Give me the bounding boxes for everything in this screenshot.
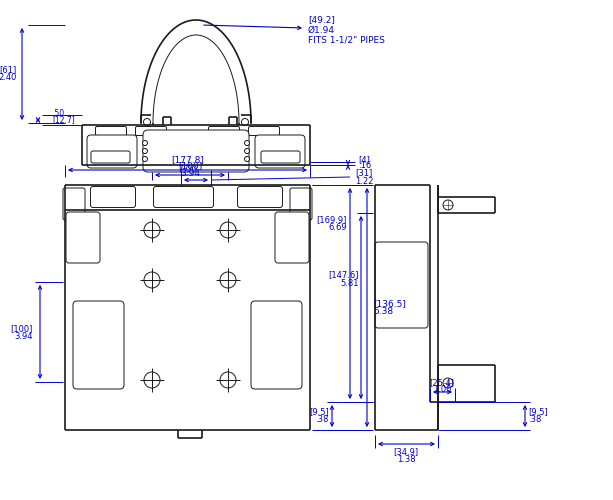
Text: [31]: [31]	[355, 168, 372, 177]
Text: [49.2]: [49.2]	[308, 16, 335, 24]
Text: 7.00: 7.00	[177, 164, 197, 173]
Circle shape	[142, 148, 148, 154]
Text: [147.6]: [147.6]	[329, 270, 359, 280]
FancyBboxPatch shape	[375, 242, 428, 328]
Circle shape	[143, 118, 151, 126]
FancyBboxPatch shape	[237, 186, 283, 208]
FancyBboxPatch shape	[290, 188, 312, 220]
Text: 3.94: 3.94	[180, 170, 200, 178]
Text: [9.5]: [9.5]	[309, 408, 329, 416]
Text: [136.5]: [136.5]	[373, 299, 406, 308]
Text: [4]: [4]	[358, 156, 370, 164]
Text: [12.7]: [12.7]	[52, 116, 75, 124]
Text: [100]: [100]	[10, 324, 33, 334]
Circle shape	[245, 140, 249, 145]
FancyBboxPatch shape	[248, 126, 280, 136]
Text: [34.9]: [34.9]	[394, 448, 419, 456]
Text: [169.9]: [169.9]	[317, 216, 347, 224]
Text: [61]: [61]	[0, 66, 17, 74]
FancyBboxPatch shape	[63, 188, 85, 220]
FancyBboxPatch shape	[255, 135, 305, 168]
Circle shape	[443, 200, 453, 210]
Text: 5.38: 5.38	[373, 307, 393, 316]
Circle shape	[220, 372, 236, 388]
Circle shape	[142, 156, 148, 162]
Text: [25.4]: [25.4]	[430, 378, 454, 388]
Text: .38: .38	[528, 416, 541, 424]
Circle shape	[220, 272, 236, 288]
Circle shape	[443, 378, 453, 388]
Circle shape	[220, 222, 236, 238]
Circle shape	[245, 148, 249, 154]
Text: .50: .50	[52, 110, 64, 118]
FancyBboxPatch shape	[87, 135, 137, 168]
Circle shape	[144, 272, 160, 288]
Circle shape	[144, 222, 160, 238]
FancyBboxPatch shape	[135, 126, 167, 136]
Circle shape	[144, 372, 160, 388]
FancyBboxPatch shape	[143, 130, 249, 172]
FancyBboxPatch shape	[91, 151, 130, 163]
FancyBboxPatch shape	[91, 186, 135, 208]
Text: [100]: [100]	[178, 162, 202, 170]
Circle shape	[142, 140, 148, 145]
FancyBboxPatch shape	[208, 126, 240, 136]
FancyBboxPatch shape	[66, 212, 100, 263]
Text: FITS 1-1/2" PIPES: FITS 1-1/2" PIPES	[308, 36, 385, 44]
FancyBboxPatch shape	[251, 301, 302, 389]
Text: 2.40: 2.40	[0, 74, 17, 82]
Text: 6.69: 6.69	[329, 224, 347, 232]
Text: 1.22: 1.22	[355, 176, 373, 186]
Text: Ø1.94: Ø1.94	[308, 26, 335, 35]
FancyBboxPatch shape	[153, 186, 213, 208]
Circle shape	[242, 118, 248, 126]
Text: [9.5]: [9.5]	[528, 408, 548, 416]
Text: 1.38: 1.38	[397, 454, 416, 464]
FancyBboxPatch shape	[96, 126, 126, 136]
Text: [177.8]: [177.8]	[171, 156, 204, 164]
Text: 5.81: 5.81	[340, 278, 359, 287]
Text: 3.94: 3.94	[15, 332, 33, 342]
Text: .38: .38	[316, 416, 329, 424]
FancyBboxPatch shape	[261, 151, 300, 163]
Circle shape	[245, 156, 249, 162]
Text: .16: .16	[358, 162, 371, 170]
FancyBboxPatch shape	[275, 212, 309, 263]
Text: 1.00: 1.00	[433, 386, 451, 394]
FancyBboxPatch shape	[73, 301, 124, 389]
